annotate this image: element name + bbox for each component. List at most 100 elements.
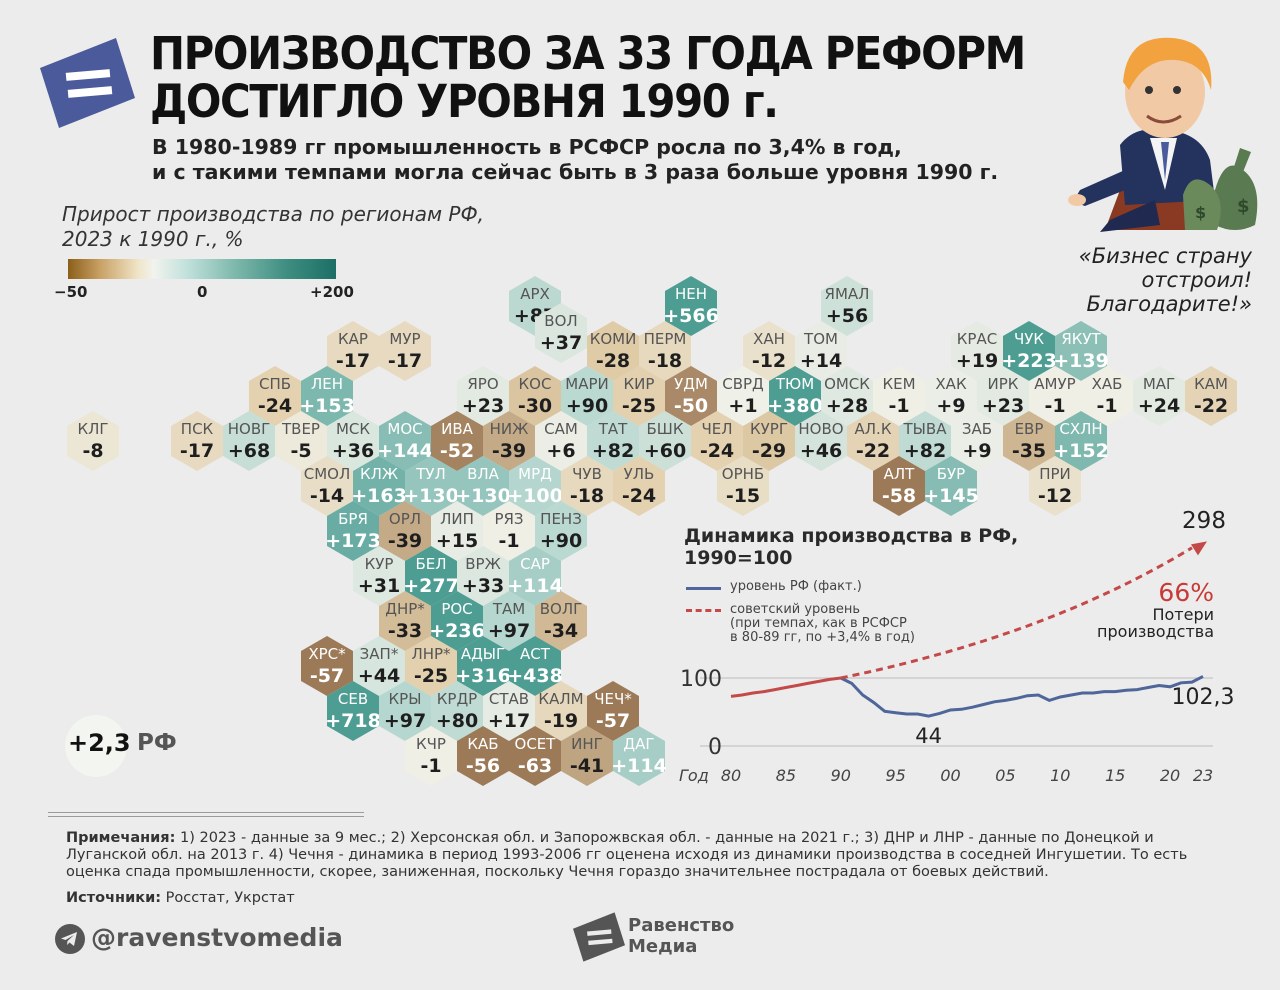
region-value: -57 [310, 665, 344, 687]
region-hex [327, 681, 379, 741]
loss-label-line-2: производства [1097, 622, 1214, 641]
region-cell: МСК +36 [327, 411, 379, 471]
notes-label: Примечания: [66, 830, 176, 846]
line-chart-title: Динамика производства в РФ, 1990=100 [684, 525, 1018, 569]
region-code: ТАМ [492, 600, 525, 618]
brand-name: Равенство Медиа [628, 915, 734, 957]
region-value: +153 [299, 395, 355, 417]
region-code: ВОЛГ [540, 600, 583, 618]
region-cell: КРЫ +97 [379, 681, 431, 741]
region-code: ХАК [935, 375, 967, 393]
region-hex [327, 321, 379, 381]
region-cell: КУР +31 [353, 546, 405, 606]
region-cell: МОС +144 [377, 411, 433, 471]
region-hex [561, 366, 613, 426]
region-hex [379, 321, 431, 381]
divider [48, 812, 364, 817]
region-code: САМ [544, 420, 578, 438]
region-cell: КАБ -56 [457, 726, 509, 786]
region-hex [1055, 321, 1107, 381]
region-value: +46 [800, 440, 842, 462]
y-tick-label: 100 [680, 667, 722, 692]
region-value: -25 [622, 395, 656, 417]
region-code: ЧЕЛ [701, 420, 732, 438]
region-value: +19 [956, 350, 998, 372]
map-title: Прирост производства по регионам РФ, 202… [62, 202, 484, 252]
region-value: +56 [826, 305, 868, 327]
region-value: -19 [544, 710, 578, 732]
region-cell: КАР -17 [327, 321, 379, 381]
region-value: +316 [455, 665, 511, 687]
region-code: КЧР [416, 735, 446, 753]
region-cell: КОС -30 [509, 366, 561, 426]
region-cell: БЕЛ +277 [403, 546, 459, 606]
region-cell: ТВЕР -5 [275, 411, 327, 471]
region-code: ХАН [753, 330, 785, 348]
region-hex [379, 591, 431, 651]
region-hex [613, 456, 665, 516]
region-code: ЛНР* [411, 645, 451, 663]
region-value: +80 [436, 710, 478, 732]
region-hex [353, 456, 405, 516]
region-value: -24 [700, 440, 734, 462]
region-hex [665, 366, 717, 426]
region-value: -12 [752, 350, 786, 372]
region-cell: КРАС +19 [951, 321, 1003, 381]
region-code: ЕВР [1015, 420, 1044, 438]
region-hex [483, 591, 535, 651]
sources: Источники: Росстат, Укрстат [66, 890, 295, 906]
region-cell: АСТ +438 [507, 636, 563, 696]
region-hex [925, 456, 977, 516]
region-hex [951, 411, 1003, 471]
region-value: +130 [455, 485, 511, 507]
region-hex [301, 366, 353, 426]
region-code: НЕН [675, 285, 707, 303]
region-code: ОРНБ [722, 465, 764, 483]
region-cell: МУР -17 [379, 321, 431, 381]
region-value: +438 [507, 665, 563, 687]
region-cell: СВРД +1 [717, 366, 769, 426]
region-cell: ВЛА +130 [455, 456, 511, 516]
region-hex [301, 456, 353, 516]
region-code: КЛЖ [360, 465, 398, 483]
telegram-icon [55, 924, 85, 954]
region-value: +15 [436, 530, 478, 552]
region-value: -17 [180, 440, 214, 462]
region-hex [327, 411, 379, 471]
region-value: +36 [332, 440, 374, 462]
notes-text: 1) 2023 - данные за 9 мес.; 2) Херсонска… [66, 830, 1188, 880]
region-hex [353, 636, 405, 696]
region-hex [457, 456, 509, 516]
region-code: КАМ [1194, 375, 1228, 393]
region-code: ЯРО [467, 375, 498, 393]
region-code: ЧЕЧ* [594, 690, 632, 708]
region-code: ЛЕН [311, 375, 343, 393]
region-cell: МРД +100 [507, 456, 563, 516]
region-value: +380 [767, 395, 823, 417]
line-chart-title-line-1: Динамика производства в РФ, [684, 525, 1019, 547]
region-cell: ЗАБ +9 [951, 411, 1003, 471]
region-hex [509, 366, 561, 426]
handle-text: @ravenstvomedia [91, 923, 343, 952]
region-cell: ЧЕЛ -24 [691, 411, 743, 471]
region-cell: ИРК +23 [977, 366, 1029, 426]
legend-soviet-swatch [686, 609, 721, 612]
region-value: +24 [1138, 395, 1180, 417]
legend-fact-label: уровень РФ (факт.) [730, 579, 862, 594]
region-cell: ЧУК +223 [1001, 321, 1057, 381]
region-value: +23 [462, 395, 504, 417]
region-value: +87 [514, 305, 556, 327]
region-hex [561, 726, 613, 786]
region-code: МСК [336, 420, 370, 438]
region-value: +23 [982, 395, 1024, 417]
region-value: +82 [592, 440, 634, 462]
region-hex [431, 681, 483, 741]
region-hex [483, 411, 535, 471]
region-value: +223 [1001, 350, 1057, 372]
region-value: +130 [403, 485, 459, 507]
region-value: +60 [644, 440, 686, 462]
region-cell: КЕМ -1 [873, 366, 925, 426]
region-cell: КАМ -22 [1185, 366, 1237, 426]
region-value: +68 [228, 440, 270, 462]
legend-soviet-line-1: советский уровень [730, 602, 861, 617]
